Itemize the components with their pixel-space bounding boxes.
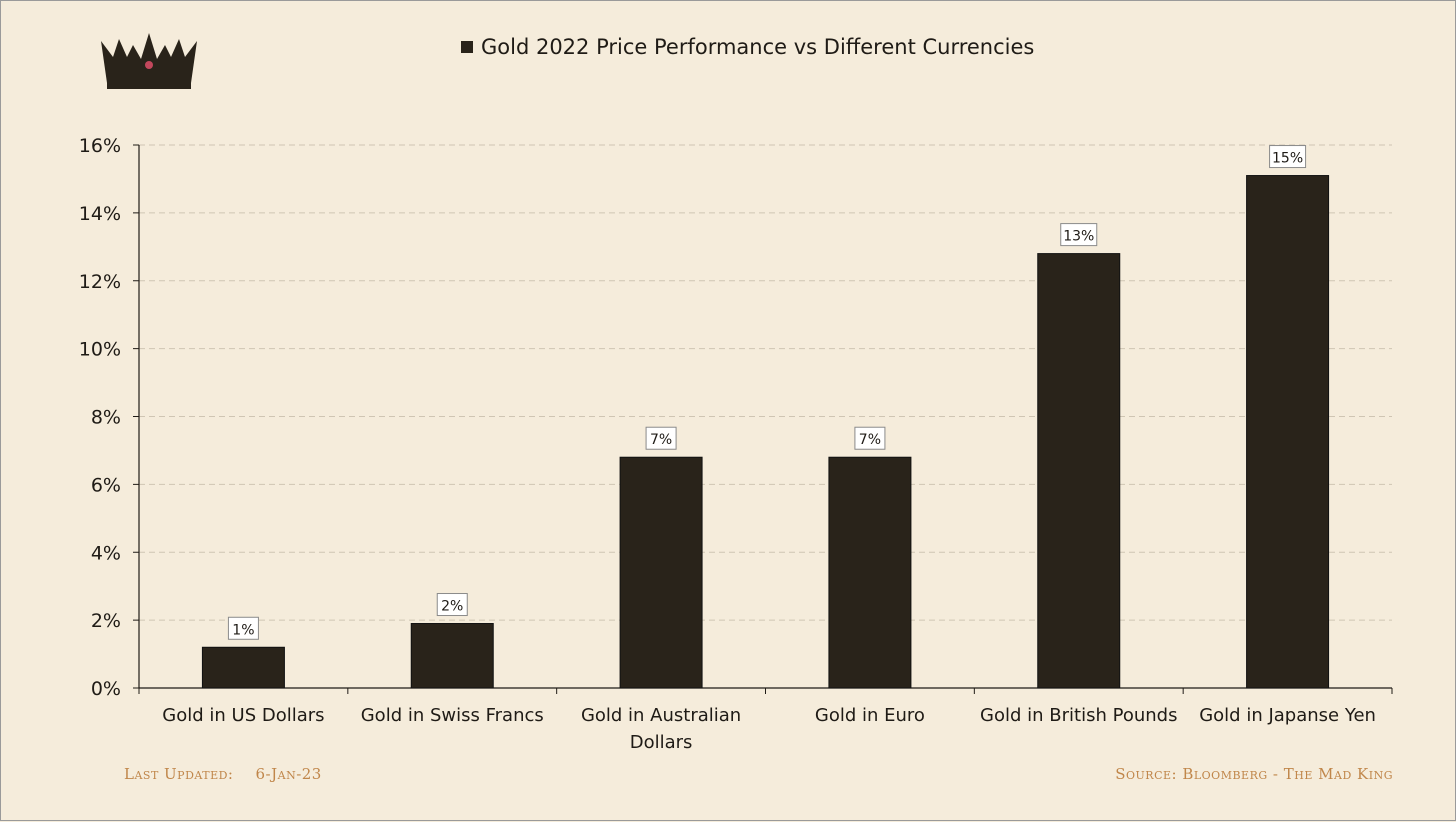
data-label-box — [436, 593, 468, 617]
data-label: 1% — [232, 622, 254, 638]
legend-swatch — [461, 41, 473, 53]
last-updated-date: 6-Jan-23 — [255, 765, 322, 783]
y-tick-label: 0% — [91, 678, 121, 700]
data-label: 7% — [859, 432, 881, 448]
data-label-box — [1060, 223, 1098, 247]
last-updated-label: Last Updated: — [124, 765, 234, 783]
bar — [1246, 175, 1330, 689]
last-updated: Last Updated: 6-Jan-23 — [124, 765, 322, 783]
x-tick-label: Gold in Euro — [815, 705, 925, 726]
bar — [619, 456, 703, 689]
y-tick-label: 10% — [79, 339, 121, 361]
data-label-box — [854, 426, 886, 450]
x-tick-label: Gold in US Dollars — [162, 705, 324, 726]
x-tick-label: Gold in British Pounds — [980, 705, 1177, 726]
bar — [410, 623, 494, 689]
y-tick-label: 8% — [91, 407, 121, 429]
crown-icon — [101, 33, 197, 89]
x-tick-label: Dollars — [630, 732, 693, 753]
y-tick-label: 4% — [91, 542, 121, 564]
y-tick-label: 16% — [79, 135, 121, 157]
y-tick-label: 14% — [79, 203, 121, 225]
bar — [828, 456, 912, 689]
chart-title-text: Gold 2022 Price Performance vs Different… — [481, 35, 1035, 59]
data-label: 15% — [1272, 151, 1303, 167]
source-note: Source: Bloomberg - The Mad King — [1115, 765, 1393, 783]
data-label-box — [645, 426, 677, 450]
bar — [1037, 253, 1121, 689]
y-tick-label: 12% — [79, 271, 121, 293]
y-tick-label: 6% — [91, 474, 121, 496]
x-tick-label: Gold in Australian — [581, 705, 741, 726]
chart-title: Gold 2022 Price Performance vs Different… — [461, 35, 1034, 59]
data-label-box — [227, 616, 259, 640]
x-tick-label: Gold in Swiss Francs — [361, 705, 544, 726]
data-label: 7% — [650, 432, 672, 448]
data-label-box — [1269, 145, 1307, 169]
data-label: 13% — [1063, 229, 1094, 245]
y-tick-label: 2% — [91, 610, 121, 632]
x-tick-label: Gold in Japanse Yen — [1199, 705, 1376, 726]
bar — [201, 646, 285, 689]
data-label: 2% — [441, 599, 463, 615]
